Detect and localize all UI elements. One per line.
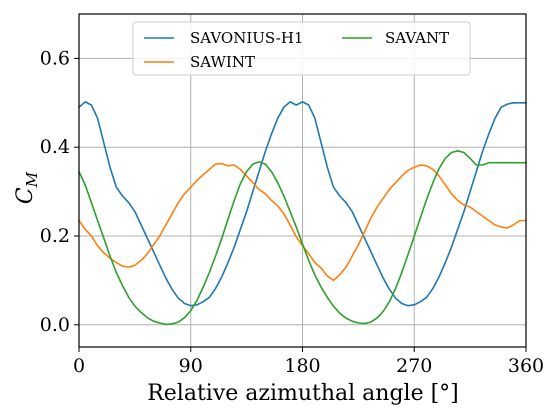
y-tick-label: 0.2 — [40, 225, 70, 247]
y-tick-label: 0.0 — [40, 314, 70, 336]
y-tick-label: 0.4 — [40, 136, 70, 158]
series-layer — [78, 101, 527, 326]
y-axis-label: CM — [13, 171, 41, 204]
y-axis-label-sub: M — [23, 171, 41, 188]
legend-label-savonius: SAVONIUS-H1 — [190, 29, 303, 47]
x-tick-label: 90 — [179, 355, 203, 377]
x-tick-label: 0 — [73, 355, 85, 377]
legend: SAVONIUS-H1 SAWINT SAVANT — [132, 21, 471, 76]
svg-text:CM: CM — [13, 171, 41, 204]
y-tick-label: 0.6 — [40, 47, 70, 69]
x-tick-label: 270 — [396, 355, 432, 377]
legend-box — [132, 21, 471, 76]
legend-label-sawint: SAWINT — [190, 53, 255, 71]
legend-label-savant: SAVANT — [385, 29, 449, 47]
x-tick-label: 360 — [508, 355, 544, 377]
y-axis-label-main: C — [13, 187, 38, 204]
ticks: 0 90 180 270 360 0.0 0.2 0.4 0.6 — [40, 47, 544, 377]
series-line-savant — [78, 150, 527, 326]
series-line-savonius-h1 — [78, 101, 527, 307]
x-tick-label: 180 — [284, 355, 320, 377]
x-axis-label: Relative azimuthal angle [°] — [147, 381, 459, 406]
